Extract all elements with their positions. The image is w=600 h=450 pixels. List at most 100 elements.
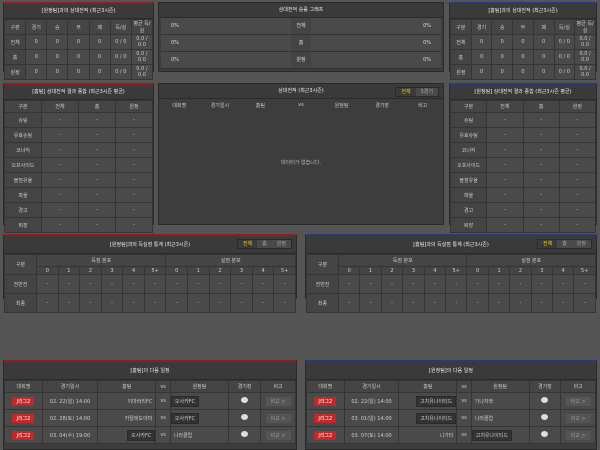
- compare-button[interactable]: 비교 >: [564, 412, 592, 424]
- panel-title: [원정팀]과의 상대전적 (최근3시즌): [4, 4, 153, 19]
- table-cell: 0: [532, 49, 555, 65]
- home-team[interactable]: 니가타: [439, 432, 454, 439]
- table-cell: 0: [67, 64, 90, 80]
- stadium-icon[interactable]: [541, 414, 549, 420]
- away-team[interactable]: 나라클럽: [173, 432, 193, 439]
- table-cell: -: [558, 217, 597, 233]
- table-cell: -: [78, 112, 116, 128]
- header-row: 구분 득점 분포 실점 분포: [4, 254, 296, 275]
- table-cell: 0 / 0: [109, 34, 132, 50]
- match-date: 03. 07(토) 14:00: [351, 432, 392, 439]
- column-header: 대회명: [159, 99, 200, 111]
- toggle-all[interactable]: 전체: [237, 240, 258, 248]
- home-team[interactable]: 이마바리FC: [127, 398, 153, 405]
- toggle-all[interactable]: 전체: [537, 240, 558, 248]
- panel-title: 상대전적 승률 그래프: [159, 3, 443, 18]
- away-team[interactable]: 나라클럽: [474, 415, 494, 422]
- vs-label: vs: [160, 432, 166, 438]
- away-team[interactable]: 가나자와: [474, 398, 494, 405]
- table-cell: -: [41, 187, 79, 203]
- table-cell: -: [100, 293, 124, 313]
- table-cell: -: [115, 217, 153, 233]
- table-row: 볼점유율 - - -: [4, 172, 153, 188]
- table-cell: 0.0 / 0.0: [130, 34, 154, 50]
- group-header: 득점 분포: [337, 254, 468, 267]
- stadium-icon[interactable]: [241, 397, 249, 403]
- stadium-icon[interactable]: [241, 414, 249, 420]
- table-cell: J리그2: [306, 426, 345, 444]
- column-header: 경기일시: [41, 380, 99, 393]
- h2h-right-panel: [홈팀]과의 상대전적 (최근3시즌) 구분 경기 승 무 패 득/실 평균 득/실 전체 0 0…: [449, 2, 597, 80]
- table-cell: -: [423, 274, 447, 294]
- header-row: 구분 전체 홈 원정: [4, 100, 153, 113]
- table-cell: 0: [491, 49, 514, 65]
- row-label: 볼점유율: [449, 172, 488, 188]
- away-team[interactable]: 오사카FC: [170, 395, 200, 407]
- table-cell: -: [486, 112, 524, 128]
- table-cell: 0: [512, 64, 534, 80]
- row-label: 최종: [306, 293, 339, 313]
- toggle-home[interactable]: 홈: [257, 240, 272, 248]
- toggle-5games[interactable]: 5경기: [415, 88, 438, 96]
- table-cell: 오사카FC: [169, 409, 230, 427]
- vs-label: vs: [461, 415, 467, 421]
- table-cell: 0: [25, 34, 48, 50]
- home-team[interactable]: 고치유나이티드: [416, 412, 457, 424]
- stadium-icon[interactable]: [541, 431, 549, 437]
- compare-button[interactable]: 비교 >: [564, 395, 592, 407]
- table-cell: 0: [491, 64, 514, 80]
- compare-button[interactable]: 비교 >: [264, 395, 292, 407]
- league-badge: J리그2: [314, 430, 337, 440]
- table-cell: -: [509, 274, 532, 294]
- compare-button[interactable]: 비교 >: [264, 412, 292, 424]
- bucket-header: 5+: [143, 266, 167, 275]
- table-cell: -: [78, 142, 116, 158]
- toggle-all[interactable]: 전체: [396, 88, 416, 96]
- home-team[interactable]: 고치유나이티드: [416, 395, 457, 407]
- title-text: 상대전적 (최근3시즌): [278, 88, 324, 94]
- stadium-icon[interactable]: [241, 431, 249, 437]
- bucket-header: 3: [100, 266, 124, 275]
- panel-title: [원정팀]과의 득실점 통계 (최근3시즌) 전체 홈 원정: [4, 236, 296, 254]
- table-cell: 0: [25, 64, 48, 80]
- row-label: 파울: [4, 187, 42, 203]
- stadium-icon[interactable]: [541, 397, 549, 403]
- toggle-away[interactable]: 원정: [271, 240, 291, 248]
- table-cell: vs: [456, 426, 472, 444]
- table-cell: -: [273, 293, 296, 313]
- column-header: 원정: [115, 100, 153, 113]
- toggle-away[interactable]: 원정: [571, 240, 591, 248]
- header-row: 구분 득점 분포 실점 분포: [306, 254, 596, 275]
- away-team[interactable]: 고치유나이티드: [471, 429, 512, 441]
- table-cell: -: [558, 112, 597, 128]
- table-row: 파울 - - -: [4, 187, 153, 203]
- column-header: vs: [155, 380, 171, 393]
- table-cell: -: [445, 274, 468, 294]
- table-cell: -: [487, 274, 511, 294]
- panel-title: 상대전적 (최근3시즌) 전체 5경기: [159, 84, 443, 99]
- table-row: 경고 - - -: [449, 202, 597, 218]
- compare-button[interactable]: 비교 >: [264, 429, 292, 441]
- home-team[interactable]: 오사카FC: [127, 429, 156, 441]
- row-label: 홈: [3, 49, 27, 65]
- bucket-header: 2: [509, 266, 532, 275]
- table-cell: -: [57, 274, 81, 294]
- summary-left-panel: [홈팀] 상대전적 결과 종합 (최근3시즌 평균) 구분 전체 홈 원정 슈팅 - - - 유…: [3, 83, 154, 233]
- column-header: 패: [88, 19, 111, 35]
- toggle-home[interactable]: 홈: [557, 240, 572, 248]
- h2h-left-panel: [원정팀]과의 상대전적 (최근3시즌) 구분 경기 승 무 패 득/실 평균 득/실 전체 0…: [3, 2, 154, 80]
- table-cell: -: [522, 142, 560, 158]
- column-header: 홈: [522, 100, 560, 113]
- column-header: 경기장: [361, 99, 403, 111]
- bucket-header: 4: [122, 266, 145, 275]
- away-team[interactable]: 오사카FC: [170, 412, 200, 424]
- column-header: 경기일시: [343, 380, 400, 393]
- table-cell: -: [530, 274, 554, 294]
- table-cell: -: [79, 274, 102, 294]
- league-badge: J리그2: [12, 413, 35, 423]
- column-header: 원정팀: [470, 380, 530, 393]
- home-team[interactable]: 카탈레도야마: [124, 415, 153, 422]
- table-cell: -: [558, 142, 597, 158]
- compare-button[interactable]: 비교 >: [564, 429, 592, 441]
- bucket-header: 0: [337, 266, 361, 275]
